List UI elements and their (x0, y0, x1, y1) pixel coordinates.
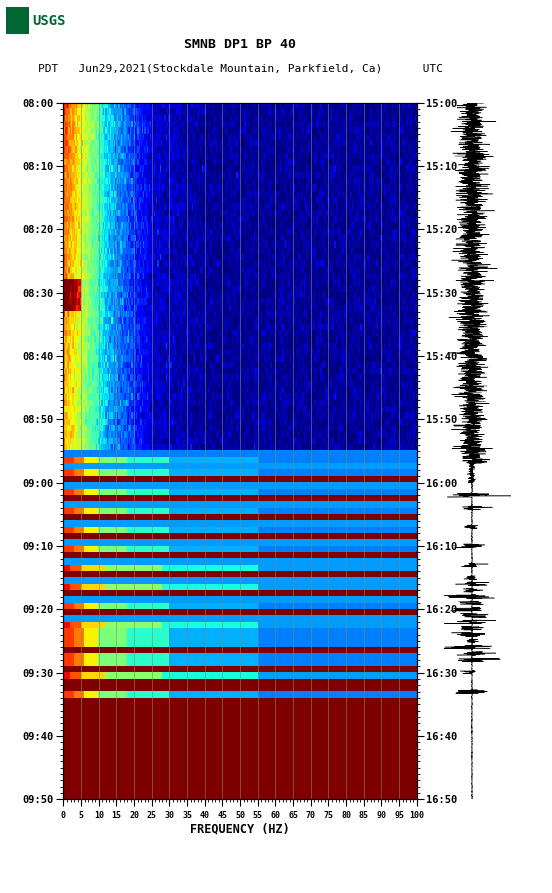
Text: USGS: USGS (32, 13, 66, 28)
X-axis label: FREQUENCY (HZ): FREQUENCY (HZ) (190, 822, 290, 836)
Text: PDT   Jun29,2021(Stockdale Mountain, Parkfield, Ca)      UTC: PDT Jun29,2021(Stockdale Mountain, Parkf… (38, 63, 443, 73)
Bar (6, 7, 29, 34)
Text: SMNB DP1 BP 40: SMNB DP1 BP 40 (184, 38, 296, 51)
